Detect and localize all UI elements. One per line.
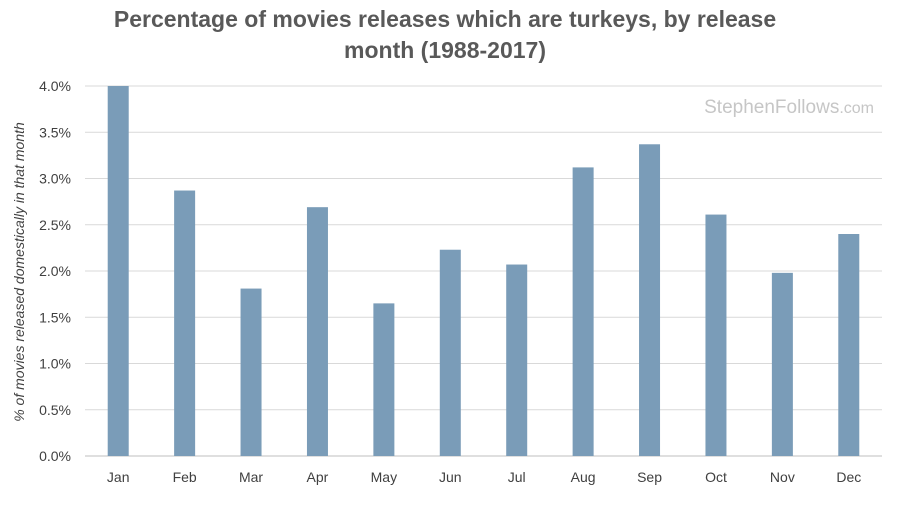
x-tick-label: Nov (770, 469, 795, 485)
bar-feb (174, 190, 196, 456)
x-tick-label: Oct (705, 469, 727, 485)
y-tick-label: 4.0% (39, 78, 71, 94)
bar-dec (838, 234, 860, 456)
x-tick-label: Apr (307, 469, 329, 485)
y-tick-label: 2.5% (39, 217, 71, 233)
x-tick-label: Jun (439, 469, 462, 485)
watermark-suffix: .com (839, 100, 874, 117)
bar-oct (705, 214, 727, 456)
watermark-brand: StephenFollows (704, 97, 839, 118)
bar-sep (639, 144, 661, 456)
chart-title-line-1: Percentage of movies releases which are … (114, 6, 776, 32)
y-axis-ticks: 0.0% 0.5% 1.0% 1.5% 2.0% 2.5% 3.0% 3.5% 4.0% (39, 78, 71, 464)
x-tick-label: Dec (836, 469, 861, 485)
x-tick-label: Mar (239, 469, 263, 485)
bar-jun (439, 249, 461, 456)
x-tick-label: Jul (508, 469, 526, 485)
bar-jan (107, 86, 129, 456)
y-tick-label: 3.0% (39, 171, 71, 187)
bar-may (373, 303, 395, 456)
y-tick-label: 0.0% (39, 448, 71, 464)
y-tick-label: 2.0% (39, 263, 71, 279)
y-tick-label: 1.5% (39, 309, 71, 325)
y-tick-label: 3.5% (39, 124, 71, 140)
gridlines (85, 85, 882, 457)
bar-mar (240, 288, 262, 456)
bars (107, 86, 860, 456)
bar-apr (306, 207, 328, 456)
bar-nov (771, 272, 793, 456)
y-axis-label: % of movies released domestically in tha… (11, 122, 27, 422)
y-tick-label: 1.0% (39, 356, 71, 372)
x-axis-ticks: Jan Feb Mar Apr May Jun Jul Aug Sep Oct Nov Dec (107, 469, 861, 485)
watermark: StephenFollows.com (704, 97, 874, 118)
bar-jul (506, 264, 528, 456)
x-tick-label: May (371, 469, 397, 485)
y-tick-label: 0.5% (39, 402, 71, 418)
x-tick-label: Feb (173, 469, 197, 485)
x-tick-label: Aug (571, 469, 596, 485)
bar-aug (572, 167, 594, 456)
chart-title-line-2: month (1988-2017) (344, 37, 546, 63)
x-tick-label: Sep (637, 469, 662, 485)
x-tick-label: Jan (107, 469, 130, 485)
